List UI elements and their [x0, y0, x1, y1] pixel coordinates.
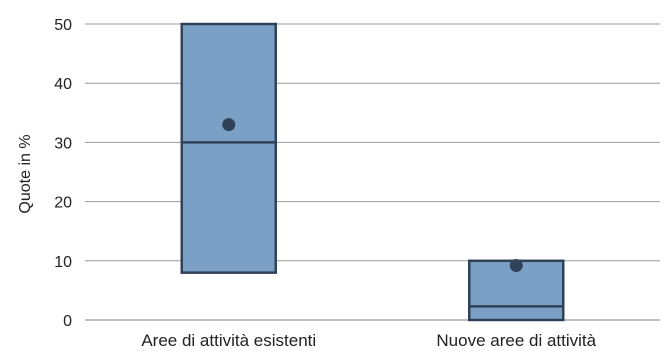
y-tick-label: 40: [54, 76, 72, 93]
mean-marker: [222, 118, 236, 132]
x-axis-category-labels: Aree di attività esistenti Nuove aree di …: [141, 331, 596, 350]
y-tick-label: 50: [54, 17, 72, 34]
category-label: Nuove aree di attività: [436, 331, 596, 350]
category-label: Aree di attività esistenti: [141, 331, 316, 350]
box-2: [468, 259, 565, 322]
gridlines: [85, 23, 660, 321]
box-body: [180, 22, 277, 274]
boxes: [180, 22, 565, 322]
mean-marker: [509, 259, 523, 273]
y-tick-label: 30: [54, 135, 72, 152]
y-tick-label: 10: [54, 254, 72, 271]
y-tick-label: 20: [54, 195, 72, 212]
y-tick-label: 0: [63, 313, 72, 330]
y-axis-tick-labels: 0 10 20 30 40 50: [54, 17, 72, 330]
box-1: [180, 22, 277, 274]
y-axis-label: Quote in %: [17, 134, 34, 213]
